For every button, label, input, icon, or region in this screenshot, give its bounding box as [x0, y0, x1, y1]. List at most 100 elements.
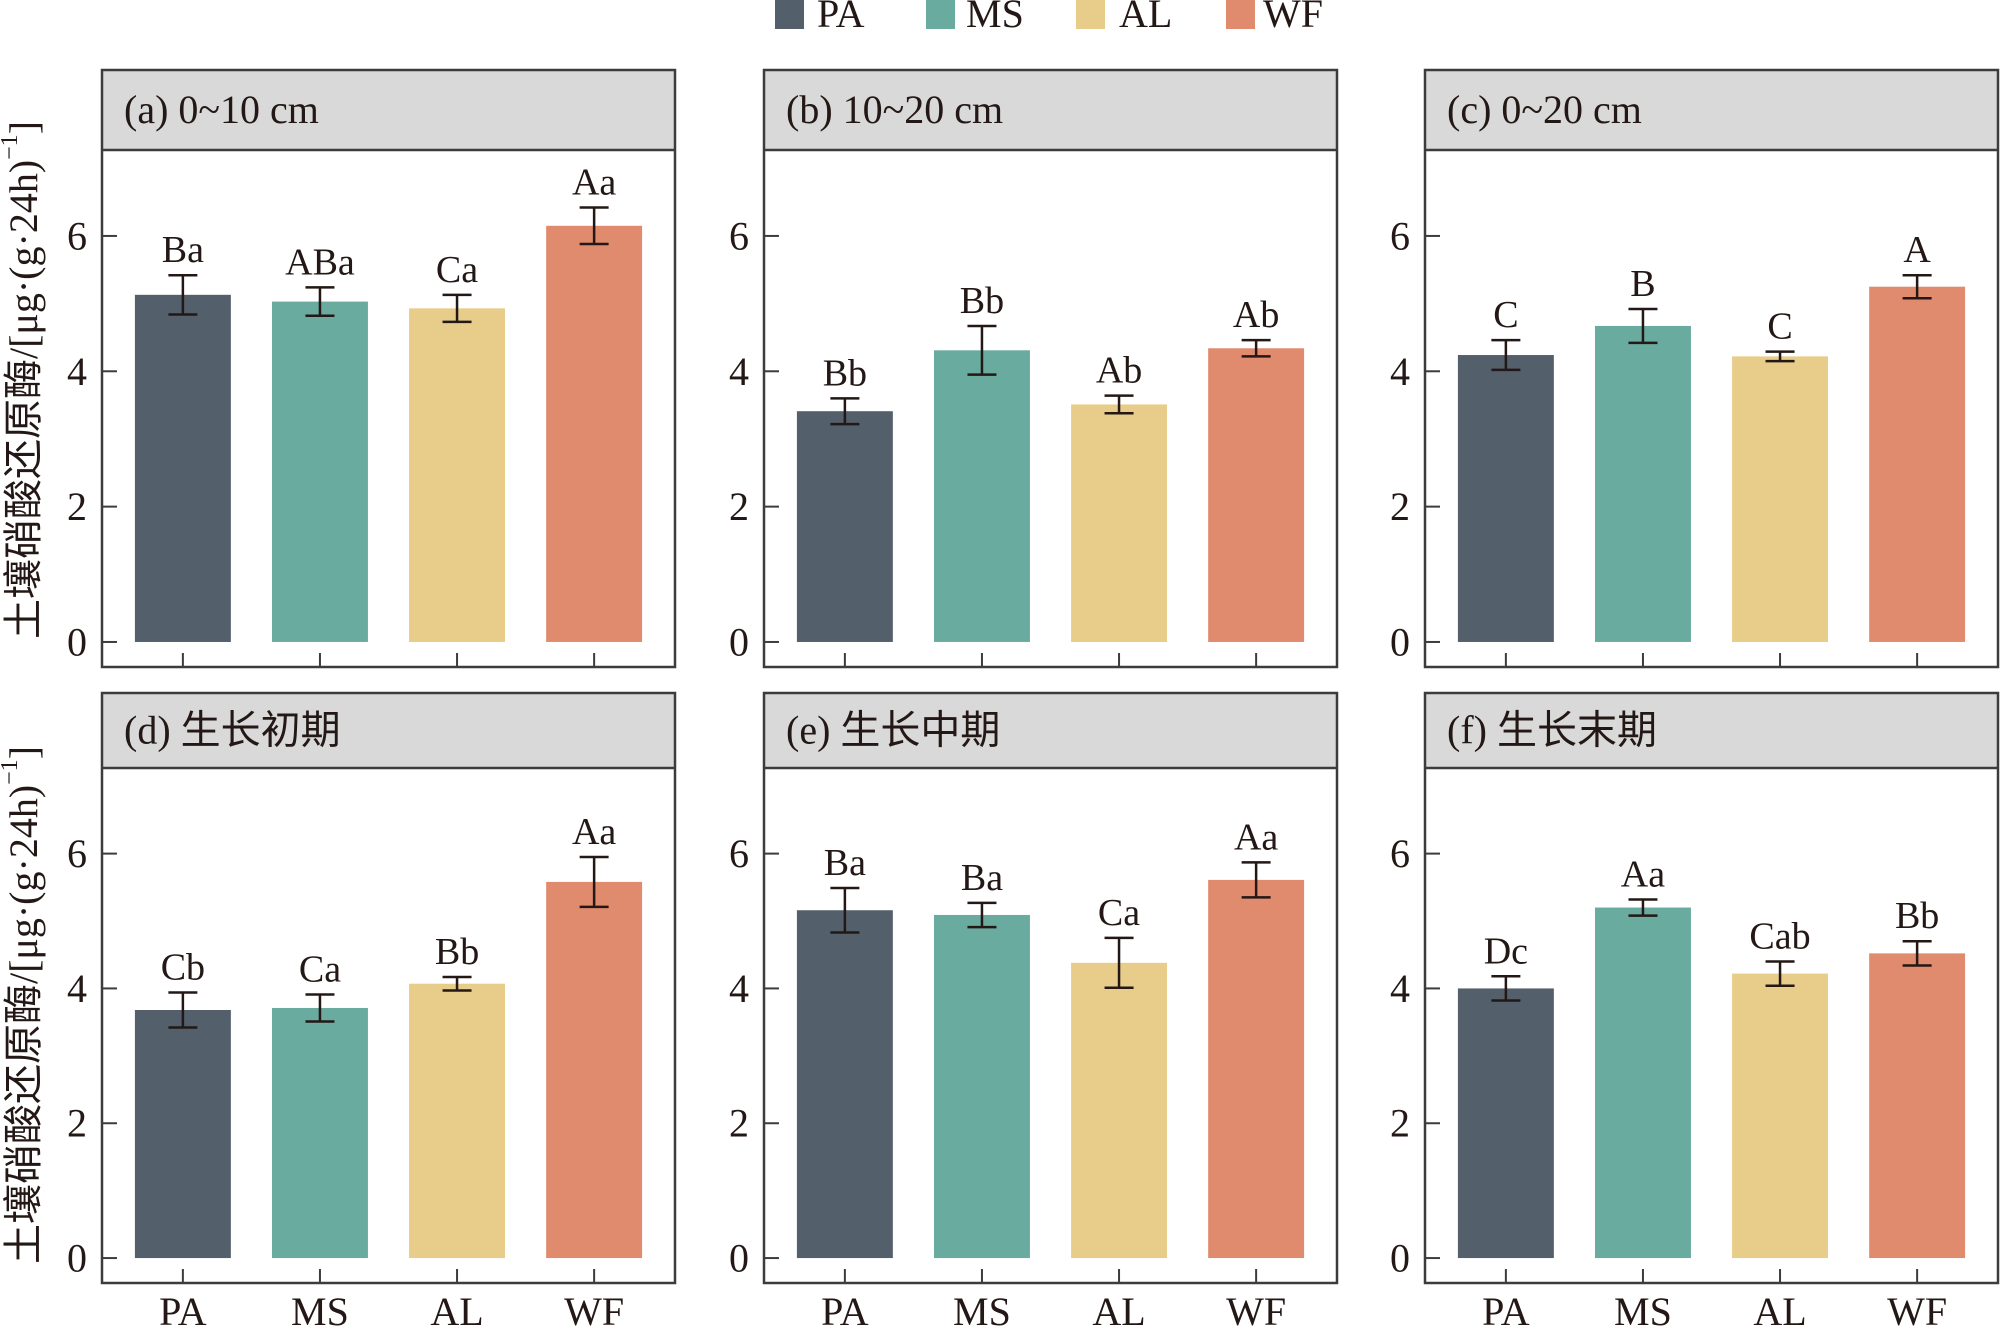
y-axis-title-suffix: ]: [1, 121, 46, 134]
error-bar-ms: [305, 286, 335, 318]
y-tick-label: 0: [729, 1236, 749, 1281]
y-tick-label: 0: [67, 1236, 87, 1281]
y-tick-label: 2: [67, 484, 87, 529]
bar-al: [409, 983, 506, 1259]
y-tick-label: 6: [729, 831, 749, 876]
panel-e: (e) 生长中期 Ba PA Ba MS Ca AL Aa WF 0 2 4 6: [729, 691, 1339, 1327]
bar-al: [1732, 973, 1829, 1259]
y-tick-label: 0: [67, 619, 87, 664]
bar-pa: [134, 294, 231, 642]
bar-wf: [1208, 348, 1305, 642]
error-bar-al: [1104, 936, 1134, 990]
x-tick-label: MS: [953, 1289, 1011, 1327]
legend-label-wf: WF: [1263, 0, 1323, 36]
panel-strip: [764, 70, 1337, 150]
y-tick-label: 6: [729, 213, 749, 258]
error-bar-pa: [830, 886, 860, 934]
error-bar-ms: [967, 901, 997, 929]
error-bar-pa: [168, 991, 198, 1029]
legend-item-pa: PA: [775, 0, 865, 36]
bar-ms: [271, 1007, 368, 1259]
error-bar-ms: [967, 324, 997, 376]
error-bar-al: [442, 975, 472, 992]
y-tick-label: 2: [67, 1101, 87, 1146]
panel-title: (b) 10~20 cm: [786, 87, 1003, 132]
x-tick-label: PA: [159, 1289, 207, 1327]
bar-pa: [1457, 988, 1554, 1259]
error-bar-wf: [1902, 273, 1932, 300]
panel-strip: [1425, 70, 1998, 150]
significance-label: Bb: [1895, 895, 1939, 937]
y-axis-title-text: 土壤硝酸还原酶/[μg·(g·24h): [1, 160, 46, 639]
bar-pa: [1457, 355, 1554, 642]
x-tick-label: AL: [1092, 1289, 1145, 1327]
panel-frame: [762, 691, 1339, 1285]
x-tick-label: AL: [1753, 1289, 1806, 1327]
panel-f: (f) 生长末期 Dc PA Aa MS Cab AL Bb WF 0 2 4 6: [1390, 691, 2000, 1327]
error-bar-al: [1104, 394, 1134, 415]
error-bar-wf: [1902, 939, 1932, 967]
panel-d: (d) 生长初期 Cb PA Ca MS Bb AL Aa WF 0 2 4 6: [67, 691, 677, 1327]
error-bar-al: [1765, 960, 1795, 987]
legend-label-al: AL: [1119, 0, 1172, 36]
panel-title: (d) 生长初期: [124, 708, 341, 753]
panel-title: (a) 0~10 cm: [124, 87, 319, 132]
significance-label: Aa: [1234, 816, 1278, 858]
y-axis-title-top: 土壤硝酸还原酶/[μg·(g·24h)−1]: [0, 121, 46, 639]
significance-label: Ba: [162, 229, 204, 271]
y-tick-label: 0: [1390, 1236, 1410, 1281]
significance-label: Aa: [572, 162, 616, 204]
significance-label: Ca: [1098, 892, 1140, 934]
significance-label: Ab: [1233, 294, 1279, 336]
legend-item-ms: MS: [926, 0, 1024, 36]
x-tick-label: PA: [821, 1289, 869, 1327]
bar-pa: [796, 411, 893, 642]
x-tick-label: AL: [430, 1289, 483, 1327]
y-tick-label: 6: [1390, 213, 1410, 258]
bar-wf: [546, 881, 643, 1259]
error-bar-pa: [1491, 338, 1521, 372]
y-tick-label: 6: [67, 831, 87, 876]
significance-label: Ba: [824, 842, 866, 884]
bar-ms: [271, 301, 368, 642]
panel-frame: [1423, 691, 2000, 1285]
y-tick-label: 4: [67, 349, 87, 394]
y-tick-label: 6: [67, 213, 87, 258]
legend-swatch-ms: [926, 0, 955, 29]
x-tick-label: WF: [1887, 1289, 1947, 1327]
panels: (a) 0~10 cm Ba ABa Ca Aa 0 2 4 6 (b) 10~20 cm Bb Bb…: [67, 68, 2000, 1327]
panel-c: (c) 0~20 cm C B C A 0 2 4 6: [1390, 68, 2000, 669]
significance-label: Ab: [1096, 350, 1142, 392]
panel-title: (c) 0~20 cm: [1447, 87, 1642, 132]
error-bar-pa: [168, 273, 198, 316]
error-bar-pa: [830, 397, 860, 426]
x-tick-label: WF: [564, 1289, 624, 1327]
legend-swatch-wf: [1226, 0, 1255, 29]
y-axis-title-superscript: −1: [0, 134, 23, 160]
x-tick-label: MS: [1614, 1289, 1672, 1327]
bar-wf: [1208, 879, 1305, 1259]
significance-label: ABa: [285, 241, 355, 283]
error-bar-wf: [1241, 861, 1271, 899]
y-tick-label: 2: [1390, 1101, 1410, 1146]
bar-ms: [1594, 907, 1691, 1259]
bar-ms: [1594, 325, 1691, 642]
y-tick-label: 2: [729, 484, 749, 529]
error-bar-al: [442, 293, 472, 324]
y-tick-label: 2: [729, 1101, 749, 1146]
significance-label: Bb: [435, 931, 479, 973]
panel-strip: [1425, 693, 1998, 768]
bar-ms: [933, 914, 1030, 1259]
error-bar-ms: [1628, 898, 1658, 917]
y-tick-label: 4: [1390, 966, 1410, 1011]
y-tick-label: 0: [1390, 619, 1410, 664]
error-bar-wf: [579, 855, 609, 909]
panel-b: (b) 10~20 cm Bb Bb Ab Ab 0 2 4 6: [729, 68, 1339, 669]
significance-label: Cb: [161, 946, 205, 988]
bar-al: [1732, 356, 1829, 642]
bar-al: [1071, 962, 1168, 1259]
significance-label: C: [1493, 294, 1518, 336]
y-axis-title-suffix: ]: [1, 746, 46, 759]
bar-pa: [134, 1009, 231, 1259]
legend-item-al: AL: [1076, 0, 1172, 36]
